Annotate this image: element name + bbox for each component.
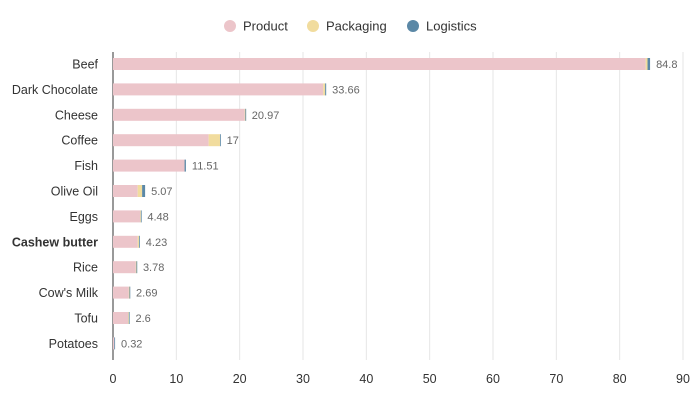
bar-segment-rice-logistics[interactable] [136, 261, 138, 274]
bar-dark-chocolate[interactable] [113, 83, 327, 96]
bar-segment-tofu-product[interactable] [113, 312, 129, 324]
bar-segment-potatoes-logistics[interactable] [114, 337, 116, 350]
bar-segment-cheese-packaging[interactable] [244, 108, 246, 121]
bar-segment-cashew-butter-packaging[interactable] [137, 235, 139, 248]
bar-segment-tofu-packaging[interactable] [128, 312, 129, 324]
bar-segment-tofu-logistics[interactable] [128, 312, 130, 324]
bar-segment-cashew-butter-logistics[interactable] [138, 235, 140, 248]
x-axis-ticks: 0 10 20 30 40 50 60 70 80 90 [110, 372, 690, 386]
x-tick-label-40: 40 [359, 372, 373, 386]
category-label-cheese: Cheese [55, 108, 98, 122]
value-label-beef: 84.8 [656, 59, 677, 71]
bar-olive-oil[interactable] [113, 185, 146, 197]
bar-potatoes[interactable] [113, 337, 116, 350]
category-label-cashew-butter: Cashew butter [12, 235, 98, 249]
bar-segment-coffee-packaging[interactable] [208, 134, 221, 147]
x-tick-label-20: 20 [233, 372, 247, 386]
bar-segment-cheese-logistics[interactable] [245, 108, 247, 121]
bar-segment-rice-packaging[interactable] [135, 261, 137, 274]
value-label-fish: 11.51 [192, 161, 219, 173]
category-label-rice: Rice [73, 261, 98, 275]
value-labels: 84.8 33.66 20.97 17 11.51 5.07 4.48 4.23 3.78 2.6… [121, 59, 677, 350]
legend-label-product: Product [243, 19, 288, 34]
bar-cheese[interactable] [113, 108, 247, 121]
gridlines [175, 52, 684, 360]
bar-cow-s-milk[interactable] [113, 286, 131, 299]
legend-marker-packaging [307, 20, 319, 32]
bar-rice[interactable] [113, 261, 138, 274]
x-tick-label-30: 30 [296, 372, 310, 386]
bar-segment-eggs-logistics[interactable] [140, 210, 142, 223]
legend-label-packaging: Packaging [326, 19, 387, 34]
category-label-dark-chocolate: Dark Chocolate [12, 83, 98, 97]
bar-segment-eggs-packaging[interactable] [140, 210, 142, 223]
bar-segment-rice-product[interactable] [113, 261, 136, 274]
bar-coffee[interactable] [113, 134, 221, 147]
legend: Product Packaging Logistics [224, 19, 477, 34]
value-label-tofu: 2.6 [135, 313, 150, 325]
category-label-fish: Fish [74, 159, 98, 173]
value-label-eggs: 4.48 [147, 211, 168, 223]
legend-item-logistics[interactable]: Logistics [407, 19, 477, 34]
bar-beef[interactable] [113, 58, 651, 70]
bar-segment-coffee-product[interactable] [113, 134, 209, 147]
bar-segment-cow-s-milk-product[interactable] [113, 286, 129, 299]
category-label-coffee: Coffee [61, 134, 98, 148]
legend-item-packaging[interactable]: Packaging [307, 19, 387, 34]
bar-segment-eggs-product[interactable] [113, 210, 141, 223]
bar-fish[interactable] [113, 159, 186, 172]
value-label-olive-oil: 5.07 [151, 186, 172, 198]
bar-segment-dark-chocolate-product[interactable] [113, 83, 324, 96]
category-label-beef: Beef [72, 58, 98, 72]
x-tick-label-60: 60 [486, 372, 500, 386]
bar-segment-potatoes-product[interactable] [113, 337, 115, 350]
value-label-potatoes: 0.32 [121, 338, 142, 350]
bar-segment-fish-product[interactable] [113, 159, 185, 172]
value-label-dark-chocolate: 33.66 [332, 84, 360, 96]
bar-tofu[interactable] [113, 312, 130, 324]
bar-segment-dark-chocolate-packaging[interactable] [323, 83, 326, 96]
x-tick-label-10: 10 [169, 372, 183, 386]
bar-cashew-butter[interactable] [113, 235, 140, 248]
value-label-cheese: 20.97 [252, 110, 280, 122]
bar-eggs[interactable] [113, 210, 142, 223]
category-label-potatoes: Potatoes [49, 337, 98, 351]
legend-item-product[interactable]: Product [224, 19, 288, 34]
bar-segment-dark-chocolate-logistics[interactable] [325, 83, 327, 96]
bar-segment-beef-logistics[interactable] [647, 58, 651, 70]
x-tick-label-0: 0 [110, 372, 117, 386]
bar-segment-fish-logistics[interactable] [184, 159, 186, 172]
category-label-eggs: Eggs [70, 210, 99, 224]
bar-segment-olive-oil-product[interactable] [113, 185, 138, 197]
value-label-rice: 3.78 [143, 262, 164, 274]
value-label-coffee: 17 [227, 135, 239, 147]
value-label-cashew-butter: 4.23 [146, 237, 167, 249]
bar-segment-cow-s-milk-packaging[interactable] [128, 286, 130, 299]
bar-segment-beef-packaging[interactable] [645, 58, 648, 70]
category-labels: Beef Dark Chocolate Cheese Coffee Fish Olive … [12, 58, 99, 351]
bar-segment-olive-oil-packaging[interactable] [137, 185, 143, 197]
bar-segment-cheese-product[interactable] [113, 108, 245, 121]
category-label-tofu: Tofu [74, 312, 98, 326]
x-tick-label-80: 80 [613, 372, 627, 386]
legend-marker-logistics [407, 20, 419, 32]
x-tick-label-90: 90 [676, 372, 690, 386]
bar-segment-cow-s-milk-logistics[interactable] [129, 286, 131, 299]
x-tick-label-70: 70 [549, 372, 563, 386]
category-label-olive-oil: Olive Oil [51, 185, 98, 199]
x-tick-label-50: 50 [423, 372, 437, 386]
legend-marker-product [224, 20, 236, 32]
value-label-cow-s-milk: 2.69 [136, 288, 157, 300]
category-label-cow-s-milk: Cow's Milk [39, 286, 99, 300]
bar-segment-coffee-logistics[interactable] [220, 134, 221, 147]
bars [113, 58, 651, 350]
bar-segment-olive-oil-logistics[interactable] [142, 185, 146, 197]
legend-label-logistics: Logistics [426, 19, 477, 34]
bar-segment-cashew-butter-product[interactable] [113, 235, 138, 248]
bar-segment-beef-product[interactable] [113, 58, 646, 70]
